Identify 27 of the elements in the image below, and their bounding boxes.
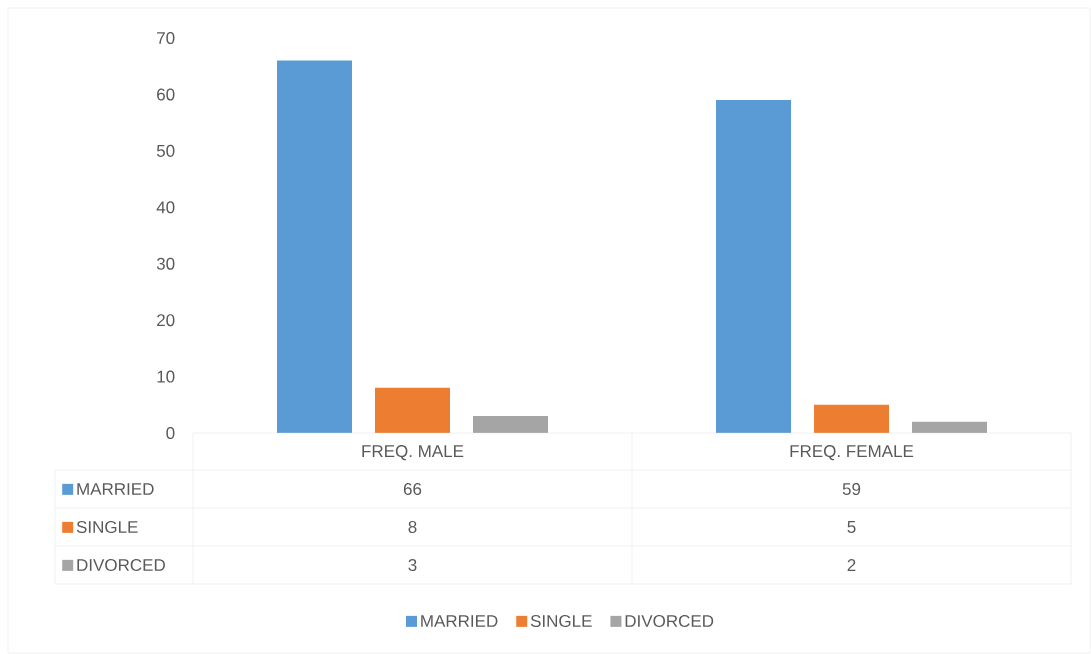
- bar: [473, 416, 548, 434]
- bar: [716, 100, 792, 434]
- text: DIVORCED: [77, 558, 165, 572]
- data-label: 66: [403, 482, 422, 496]
- legend-label: SINGLE: [530, 614, 592, 628]
- text: MARRIED: [421, 615, 498, 627]
- y-tick-label: 60: [157, 88, 175, 101]
- data-label: 2: [847, 559, 856, 571]
- legend-label: MARRIED: [77, 483, 154, 495]
- legend-label: DIVORCED: [625, 614, 714, 628]
- y-tick-label: 40: [156, 201, 175, 214]
- data-label: 5: [847, 521, 856, 533]
- y-tick-label: 30: [156, 257, 175, 270]
- data-label: 8: [408, 520, 417, 534]
- data-label: 59: [842, 482, 861, 496]
- bar: [375, 387, 450, 434]
- text: SINGLE: [76, 520, 138, 534]
- data-label: 3: [408, 558, 417, 572]
- y-tick-label: 20: [157, 314, 175, 327]
- y-tick-label: 70: [157, 31, 175, 45]
- bar: [277, 60, 352, 434]
- y-tick-label: 0: [166, 426, 175, 440]
- y-tick-label: 10: [157, 370, 175, 383]
- x-tick-label: FREQ. MALE: [362, 445, 464, 461]
- x-tick-label: FREQ. FEMALE: [790, 445, 914, 461]
- bar: [814, 404, 890, 434]
- y-tick-label: 50: [156, 144, 175, 157]
